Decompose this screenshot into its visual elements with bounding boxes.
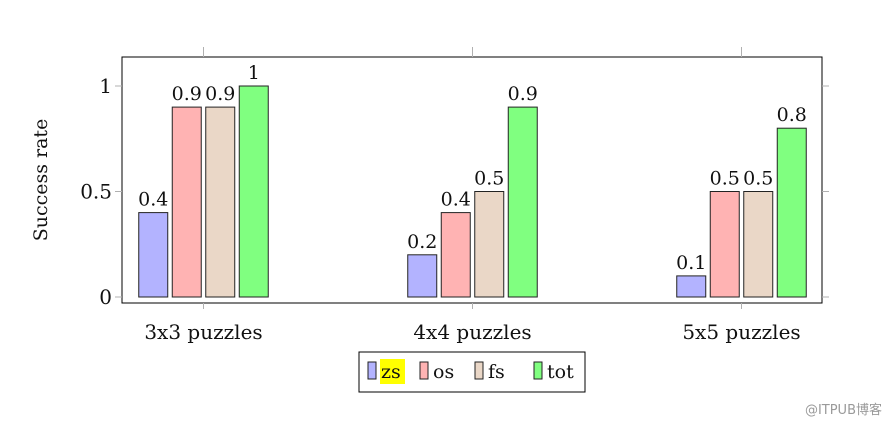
bar-os bbox=[171, 106, 202, 298]
legend-label-zs: zs bbox=[381, 361, 401, 383]
category-label: 4x4 puzzles bbox=[413, 320, 531, 344]
legend-highlight-zs bbox=[380, 359, 405, 384]
bar-fs bbox=[474, 191, 505, 298]
bar-zs bbox=[676, 275, 707, 298]
bar-fs bbox=[743, 191, 774, 298]
data-label-fs: 0.9 bbox=[205, 83, 235, 105]
legend-swatch-zs bbox=[367, 361, 377, 380]
data-label-tot: 1 bbox=[248, 62, 260, 84]
data-label-fs: 0.5 bbox=[743, 168, 773, 190]
legend-swatch-fs bbox=[474, 361, 484, 380]
data-label-tot: 0.9 bbox=[508, 83, 538, 105]
data-label-fs: 0.5 bbox=[474, 168, 504, 190]
watermark: @ITPUB博客 bbox=[805, 402, 882, 418]
legend-label-os: os bbox=[433, 361, 454, 383]
category-label: 5x5 puzzles bbox=[682, 320, 800, 344]
y-tick-label: 1 bbox=[99, 74, 112, 98]
y-tick-label: 0 bbox=[99, 285, 112, 309]
data-label-os: 0.9 bbox=[172, 83, 202, 105]
y-axis-title: Success rate bbox=[30, 119, 52, 242]
data-label-tot: 0.8 bbox=[777, 104, 807, 126]
data-label-zs: 0.1 bbox=[676, 252, 706, 274]
bar-zs bbox=[407, 254, 438, 298]
bar-zs bbox=[138, 212, 169, 298]
bar-os bbox=[440, 212, 471, 298]
y-tick-label: 0.5 bbox=[80, 180, 112, 204]
data-label-zs: 0.4 bbox=[138, 189, 168, 211]
legend-swatch-tot bbox=[533, 361, 543, 380]
legend-swatch-os bbox=[419, 361, 429, 380]
legend-label-fs: fs bbox=[488, 361, 505, 383]
bar-tot bbox=[507, 106, 538, 298]
bar-tot bbox=[238, 85, 269, 298]
data-label-zs: 0.2 bbox=[407, 231, 437, 253]
category-label: 3x3 puzzles bbox=[144, 320, 262, 344]
legend-label-tot: tot bbox=[547, 361, 574, 383]
bar-tot bbox=[776, 127, 807, 298]
data-label-os: 0.5 bbox=[710, 168, 740, 190]
data-label-os: 0.4 bbox=[441, 189, 471, 211]
bar-fs bbox=[205, 106, 236, 298]
bar-os bbox=[709, 191, 740, 298]
